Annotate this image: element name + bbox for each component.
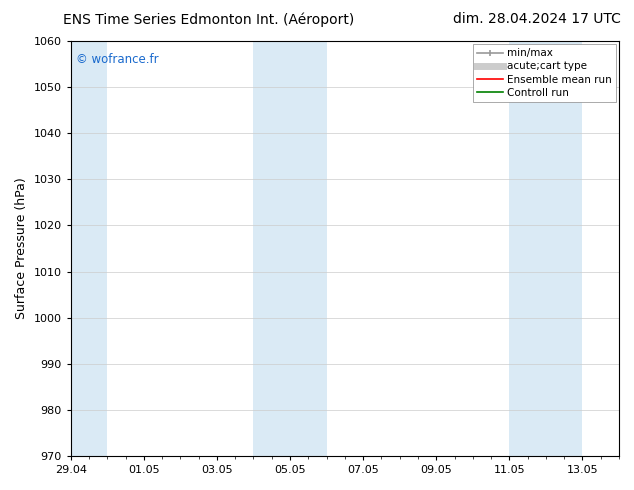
Text: dim. 28.04.2024 17 UTC: dim. 28.04.2024 17 UTC xyxy=(453,12,621,26)
Text: ENS Time Series Edmonton Int. (Aéroport): ENS Time Series Edmonton Int. (Aéroport) xyxy=(63,12,354,27)
Y-axis label: Surface Pressure (hPa): Surface Pressure (hPa) xyxy=(15,178,28,319)
Bar xyxy=(71,41,107,456)
Bar xyxy=(254,41,327,456)
Bar xyxy=(509,41,583,456)
Legend: min/max, acute;cart type, Ensemble mean run, Controll run: min/max, acute;cart type, Ensemble mean … xyxy=(472,44,616,102)
Text: © wofrance.fr: © wofrance.fr xyxy=(76,53,158,67)
